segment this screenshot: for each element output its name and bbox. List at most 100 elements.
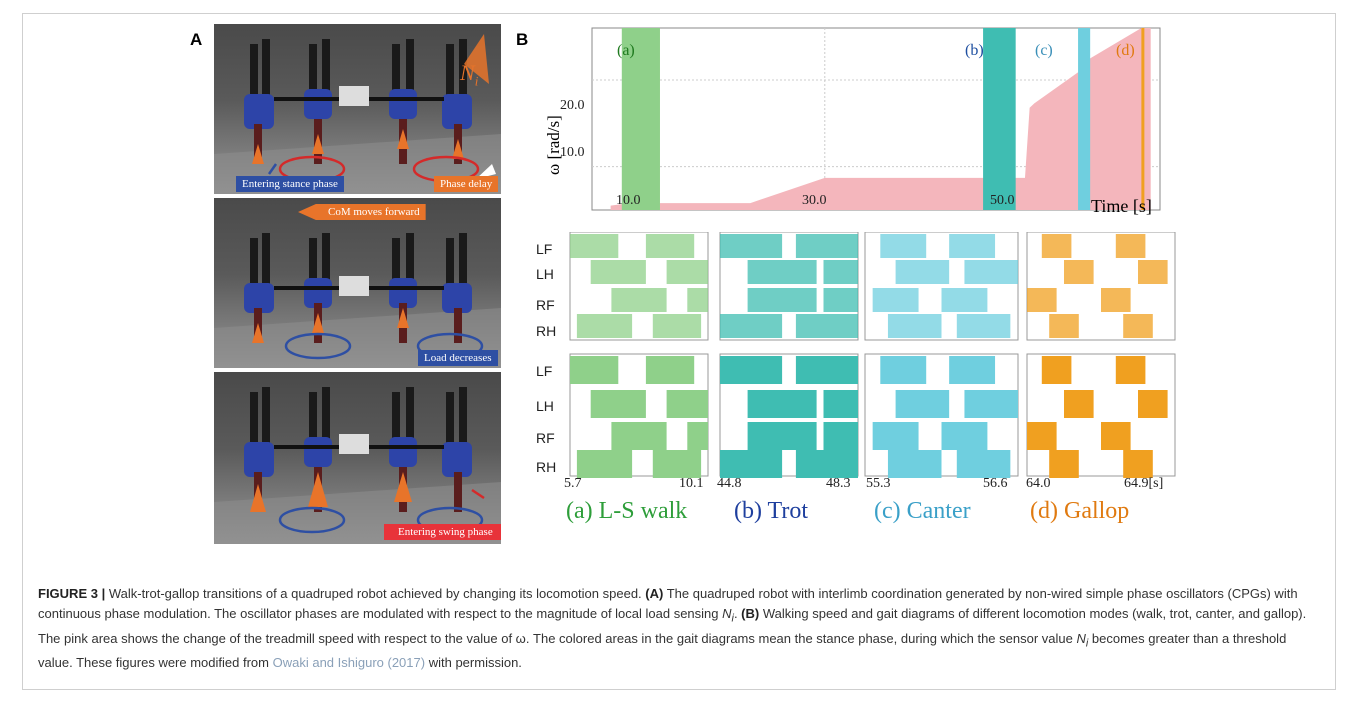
caption-b-text: Walking speed and gait diagrams of diffe… <box>38 606 1307 646</box>
caption-a-text: The quadruped robot with interlimb coord… <box>38 586 1298 621</box>
caption-figure-label: FIGURE 3 | <box>38 586 106 601</box>
tag-com-forward: CoM moves forward <box>298 204 426 220</box>
stance-segment-bottom <box>795 356 858 384</box>
stance-segment-top <box>1049 314 1079 338</box>
stance-segment-bottom <box>576 450 633 478</box>
stance-segment-bottom <box>1101 422 1131 450</box>
stance-segment-top <box>747 260 817 284</box>
stance-segment-bottom <box>720 356 783 384</box>
chart-area-group <box>610 28 1151 210</box>
xtick-10: 10.0 <box>616 193 641 208</box>
panel-b-letter: B <box>516 30 529 49</box>
stance-segment-top <box>880 234 927 258</box>
stance-segment-top <box>576 314 633 338</box>
treadmill-speed-area <box>610 28 1151 210</box>
stance-segment-top <box>1138 260 1168 284</box>
stance-segment-bottom <box>1064 390 1094 418</box>
range-d-start: 64.0 <box>1026 476 1051 491</box>
stance-segment-bottom <box>941 422 988 450</box>
speed-chart <box>591 27 1161 211</box>
stance-segment-top <box>964 260 1018 284</box>
caption-end: with permission. <box>428 655 522 671</box>
stance-segment-top <box>795 234 858 258</box>
stance-segment-bottom <box>872 422 919 450</box>
range-a-end: 10.1 <box>679 476 704 491</box>
robot-render-3 <box>214 387 501 544</box>
stance-segment-top <box>1064 260 1094 284</box>
stance-segment-bottom <box>747 422 817 450</box>
gait-name-gallop: (d) Gallop <box>1030 498 1130 524</box>
limb-rf-bottom: RF <box>536 430 555 446</box>
stance-segment-top <box>611 288 667 312</box>
stance-segment-bottom <box>1123 450 1153 478</box>
stance-segment-top <box>1041 234 1072 258</box>
limb-lf-top: LF <box>536 241 553 257</box>
stance-segment-bottom <box>823 390 858 418</box>
stance-segment-bottom <box>590 390 646 418</box>
band-label-b: (b) <box>965 42 984 59</box>
stance-segment-bottom <box>795 450 858 478</box>
stance-segment-top <box>823 288 858 312</box>
stance-segment-top <box>872 288 919 312</box>
gait-band-3 <box>1141 28 1145 210</box>
stance-segment-top <box>887 314 942 338</box>
caption-a-label: (A) <box>645 586 664 601</box>
stance-segment-top <box>823 260 858 284</box>
limb-lh-bottom: LH <box>536 398 554 414</box>
ytick-10: 10.0 <box>560 145 585 160</box>
limb-lh-top: LH <box>536 266 554 282</box>
stance-segment-top <box>645 234 695 258</box>
robot-panel-swing: Entering swing phase <box>214 372 501 544</box>
limb-rf-top: RF <box>536 297 555 313</box>
robot-panel-stance: Entering stance phase Phase delay Ni <box>214 24 501 194</box>
caption-n-symbol: Ni <box>722 606 734 625</box>
caption-b-label: (B) <box>741 606 760 621</box>
stance-segment-bottom <box>1041 356 1072 384</box>
ytick-20: 20.0 <box>560 98 585 113</box>
stance-segment-bottom <box>747 390 817 418</box>
gait-diagrams <box>569 232 1176 478</box>
stance-segment-bottom <box>887 450 942 478</box>
gait-name-trot: (b) Trot <box>734 498 809 524</box>
stance-segment-top <box>1101 288 1131 312</box>
stance-segment-bottom <box>823 422 858 450</box>
stance-segment-bottom <box>645 356 695 384</box>
limb-rh-bottom: RH <box>536 459 557 475</box>
caption-intro: Walk-trot-gallop transitions of a quadru… <box>108 586 642 601</box>
stance-segment-top <box>666 260 708 284</box>
band-label-c: (c) <box>1035 42 1053 59</box>
stance-segment-top <box>1115 234 1146 258</box>
load-symbol: Ni <box>460 60 479 89</box>
chart-band-group <box>621 28 1145 210</box>
tag-entering-swing: Entering swing phase <box>384 524 501 540</box>
robot-render-2 <box>214 233 501 368</box>
tag-entering-stance: Entering stance phase <box>236 176 344 192</box>
caption-reference-link[interactable]: Owaki and Ishiguro (2017) <box>272 655 426 671</box>
stance-segment-bottom <box>687 422 708 450</box>
stance-segment-bottom <box>1115 356 1146 384</box>
robot-render-1 <box>214 34 501 194</box>
stance-segment-bottom <box>652 450 702 478</box>
stance-segment-top <box>570 234 619 258</box>
xtick-30: 30.0 <box>802 193 827 208</box>
stance-segment-bottom <box>956 450 1011 478</box>
stance-segment-top <box>895 260 950 284</box>
range-a-start: 5.7 <box>564 476 582 491</box>
gait-band-0 <box>621 28 660 210</box>
range-d-end: 64.9[s] <box>1124 476 1164 491</box>
stance-segment-top <box>1027 288 1057 312</box>
chart-xlabel: Time [s] <box>1091 196 1152 216</box>
gait-name-walk: (a) L-S walk <box>566 498 688 524</box>
stance-segment-bottom <box>1027 422 1057 450</box>
stance-segment-bottom <box>1049 450 1079 478</box>
figure-caption: FIGURE 3 | Walk-trot-gallop transitions … <box>38 586 1307 671</box>
limb-lf-bottom: LF <box>536 363 553 379</box>
gait-band-2 <box>1078 28 1091 210</box>
range-b-end: 48.3 <box>826 476 851 491</box>
stance-segment-top <box>1123 314 1153 338</box>
caption-n-symbol-2: Ni <box>1076 630 1089 650</box>
stance-segment-bottom <box>1138 390 1168 418</box>
stance-segment-bottom <box>666 390 708 418</box>
range-b-start: 44.8 <box>717 476 742 491</box>
stance-segment-bottom <box>570 356 619 384</box>
